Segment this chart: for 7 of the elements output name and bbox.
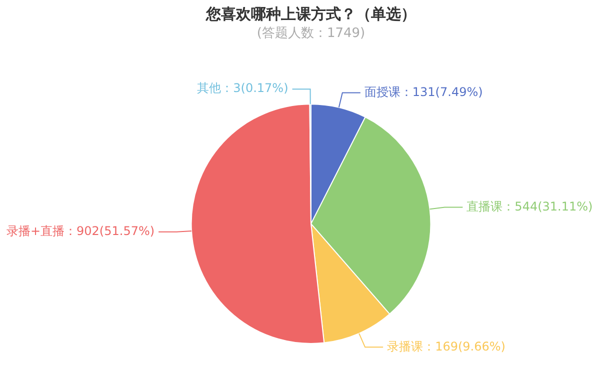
slice-label: 面授课：131(7.49%) bbox=[364, 84, 483, 99]
slice-label: 录播+直播：902(51.57%) bbox=[6, 224, 155, 238]
slice-label: 录播课：169(9.66%) bbox=[387, 339, 506, 354]
chart-subtitle: (答题人数：1749) bbox=[256, 26, 366, 42]
slice-label: 其他：3(0.17%) bbox=[197, 81, 288, 96]
chart-title: 您喜欢哪种上课方式？（单选） bbox=[205, 4, 416, 23]
slice-label: 直播课：544(31.11%) bbox=[466, 199, 593, 214]
